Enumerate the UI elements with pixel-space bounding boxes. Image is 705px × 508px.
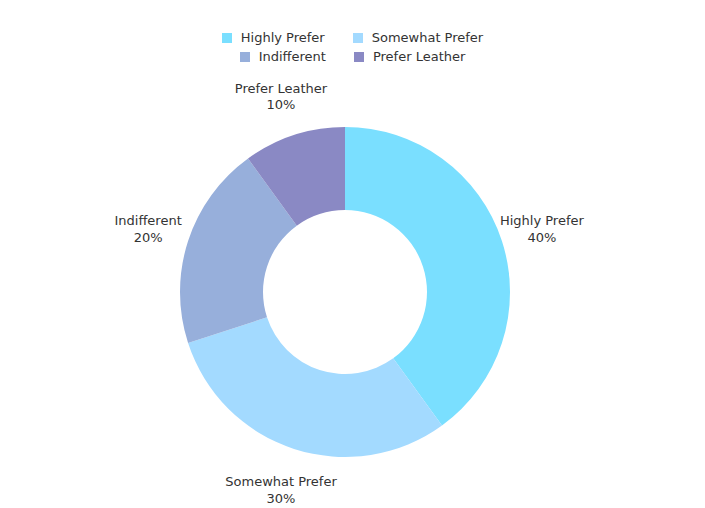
html-text:Prefer Leather: Prefer Leather (373, 49, 466, 64)
svg-text:Indifferent20%: Indifferent20% (114, 213, 181, 245)
html-text:Highly Prefer: Highly Prefer (240, 30, 325, 45)
svg-text:Prefer Leather10%: Prefer Leather10% (235, 81, 328, 113)
svg-text:Somewhat Prefer30%: Somewhat Prefer30% (225, 474, 337, 506)
html-text:Somewhat Prefer: Somewhat Prefer (371, 30, 484, 45)
svg-text:Highly Prefer40%: Highly Prefer40% (500, 213, 585, 245)
html-text:Indifferent: Indifferent (258, 49, 326, 64)
